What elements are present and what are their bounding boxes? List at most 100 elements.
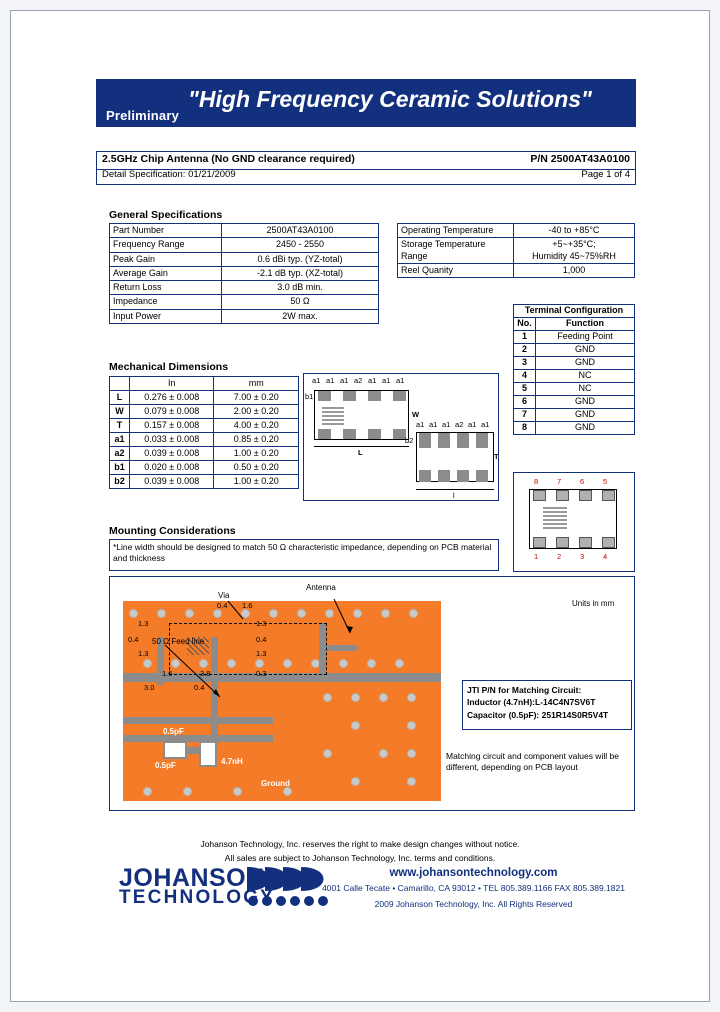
dim-1-6-b: 1.6 [242,601,253,610]
dim-mm: 0.85 ± 0.20 [213,432,299,447]
units-note: Units in mm [572,599,615,608]
stub-left [157,637,164,685]
header-banner: Preliminary "High Frequency Ceramic Solu… [96,79,636,127]
mech-label-a1-1: a1 [312,376,321,385]
pin-diagram: 8 7 6 5 1 2 3 4 [513,472,635,572]
dim-mm: 4.00 ± 0.20 [213,418,299,433]
pad-top-4 [602,490,615,501]
table-row: No. Function [513,317,635,331]
component-label-cap2: 0.5pF [155,761,176,770]
top-view-pad-5 [318,429,331,439]
mech-label-a1-4: a1 [368,376,377,385]
dim-0-4-c: 0.4 [256,635,267,644]
pin-function: GND [535,395,635,409]
blank-corner [109,376,130,391]
spec-label: Return Loss [109,279,222,296]
dim-in: 0.276 ± 0.008 [128,390,215,405]
env-value: -40 to +85°C [513,222,635,239]
spec-label: Part Number [109,222,222,239]
dim-mm: 1.00 ± 0.20 [213,474,299,489]
side-view-pad-3 [457,433,469,448]
top-view-pad-3 [368,391,381,401]
spec-value: 3.0 dB min. [221,279,379,296]
dim-in: 0.033 ± 0.008 [128,432,215,447]
pin-function: GND [535,356,635,370]
side-view-pad-6 [438,470,450,482]
feed-trace-top [123,673,441,682]
spec-value: 2450 - 2550 [221,237,379,253]
table-row: Input Power 2W max. [109,308,379,324]
capacitor-0-5pf-body [163,741,187,759]
page-number: Page 1 of 4 [581,169,630,180]
dim-0-4-b: 0.4 [217,601,228,610]
pin-no: 3 [513,356,536,370]
pin-no: 2 [513,343,536,357]
matching-circuit-note: Matching circuit and component values wi… [446,751,619,773]
part-number: P/N 2500AT43A0100 [530,153,630,165]
website-link[interactable]: www.johansontechnology.com [389,867,558,879]
pad-bottom-4 [602,537,615,548]
dim-3-8: 3.8 [200,669,211,678]
jti-capacitor: Capacitor (0.5pF): 251R14S0R5V4T [467,709,609,720]
table-row: a1 0.033 ± 0.008 0.85 ± 0.20 [109,432,299,447]
dim-label-b2: b2 [405,436,414,445]
side-view-pad-4 [476,433,488,448]
pin-label-bottom-2: 2 [557,552,562,561]
dim-ref: T [109,418,130,433]
dim-1-3-a: 1.3 [138,619,149,628]
table-row: 7 GND [513,408,635,422]
dim-in: 0.039 ± 0.008 [128,474,215,489]
company-address: 4001 Calle Tecate • Camarillo, CA 93012 … [322,883,625,893]
dim-0-3: 0.3 [256,669,267,678]
pad-bottom-1 [533,537,546,548]
table-row: Impedance 50 Ω [109,294,379,310]
mech2-label-a1-3: a1 [442,420,451,429]
meander-pattern-icon [543,507,567,529]
dim-0-4-d: 0.4 [194,683,205,692]
dim-mm: 0.50 ± 0.20 [213,460,299,475]
env-value: 1,000 [513,262,635,279]
side-view-pad-1 [419,433,431,448]
pad-top-1 [533,490,546,501]
spec-value: -2.1 dB typ. (XZ-total) [221,265,379,282]
disclaimer-line-2: All sales are subject to Johanson Techno… [224,853,496,863]
table-row: Peak Gain 0.6 dBi typ. (YZ-total) [109,251,379,267]
spec-label: Input Power [109,308,222,324]
disclaimer-line-1: Johanson Technology, Inc. reserves the r… [200,839,520,849]
inductor-4-7nh-body [199,741,217,767]
mechanical-drawing: a1 a1 a1 a2 a1 a1 a1 L W b1 a1 a1 a1 a2 … [303,373,499,501]
env-label: Reel Quanity [397,262,514,279]
table-row: Average Gain -2.1 dB typ. (XZ-total) [109,265,379,282]
spec-value: 2W max. [221,308,379,324]
top-view-pad-6 [343,429,356,439]
pin-label-bottom-3: 3 [580,552,585,561]
pin-no: 1 [513,330,536,344]
detail-spec-date: Detail Specification: 01/21/2009 [102,169,236,180]
dim-0-4-a: 0.4 [128,635,139,644]
title-bar-row-1: 2.5GHz Chip Antenna (No GND clearance re… [97,153,635,170]
mech-label-a1-2: a1 [326,376,335,385]
dim-3-0: 3.0 [144,683,155,692]
jti-matching-circuit-box: JTI P/N for Matching Circuit: Inductor (… [462,680,632,730]
terminal-config-table: Terminal Configuration No. Function 1 Feed… [513,304,635,435]
top-view-pad-4 [393,391,406,401]
table-row: T 0.157 ± 0.008 4.00 ± 0.20 [109,418,299,433]
mech-label-a1-3: a1 [340,376,349,385]
pin-no: 5 [513,382,536,396]
side-view-pad-7 [457,470,469,482]
pad-top-3 [579,490,592,501]
col-header-no: No. [513,317,536,331]
pin-function: GND [535,408,635,422]
table-row: Operating Temperature -40 to +85°C [397,222,635,239]
mech-label-a2: a2 [354,376,363,385]
mech-label-a1-6: a1 [396,376,405,385]
dim-1-3-d: 1.3 [256,649,267,658]
pin-label-top-3: 6 [580,477,585,486]
feed-trace-low [123,735,273,742]
table-row: 4 NC [513,369,635,383]
mounting-heading: Mounting Considerations [109,525,236,537]
dim-line-L [314,446,409,447]
ground-label: Ground [261,779,290,788]
top-view-meander-icon [322,407,344,425]
dim-ref: b1 [109,460,130,475]
